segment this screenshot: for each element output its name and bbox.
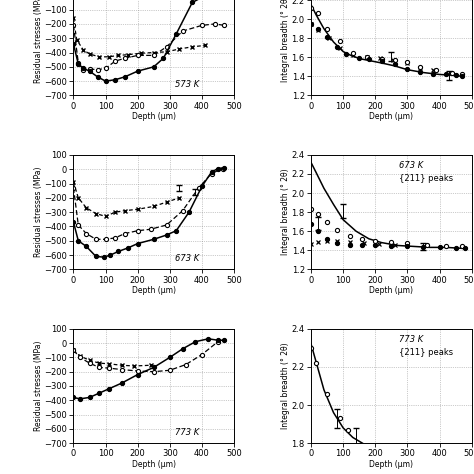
Y-axis label: Integral breadth (° 2θ): Integral breadth (° 2θ) (281, 169, 290, 255)
Text: 773 K: 773 K (174, 428, 199, 437)
Text: 773 K: 773 K (400, 335, 424, 344)
X-axis label: Depth (μm): Depth (μm) (369, 112, 413, 121)
Y-axis label: Residual stresses (MPa): Residual stresses (MPa) (34, 341, 43, 431)
Text: {211} peaks: {211} peaks (400, 174, 454, 183)
Y-axis label: Integral breadth (° 2θ): Integral breadth (° 2θ) (281, 343, 290, 429)
Text: {211} peaks: {211} peaks (400, 348, 454, 357)
Y-axis label: Residual stresses (MPa): Residual stresses (MPa) (34, 0, 43, 83)
Text: 673 K: 673 K (174, 255, 199, 263)
Text: 573 K: 573 K (174, 81, 199, 90)
Text: 673 K: 673 K (400, 161, 424, 170)
X-axis label: Depth (μm): Depth (μm) (369, 460, 413, 469)
Y-axis label: Residual stresses (MPa): Residual stresses (MPa) (34, 167, 43, 257)
Y-axis label: Integral breadth (° 2θ): Integral breadth (° 2θ) (281, 0, 290, 82)
X-axis label: Depth (μm): Depth (μm) (132, 286, 176, 295)
X-axis label: Depth (μm): Depth (μm) (132, 460, 176, 469)
X-axis label: Depth (μm): Depth (μm) (132, 112, 176, 121)
X-axis label: Depth (μm): Depth (μm) (369, 286, 413, 295)
